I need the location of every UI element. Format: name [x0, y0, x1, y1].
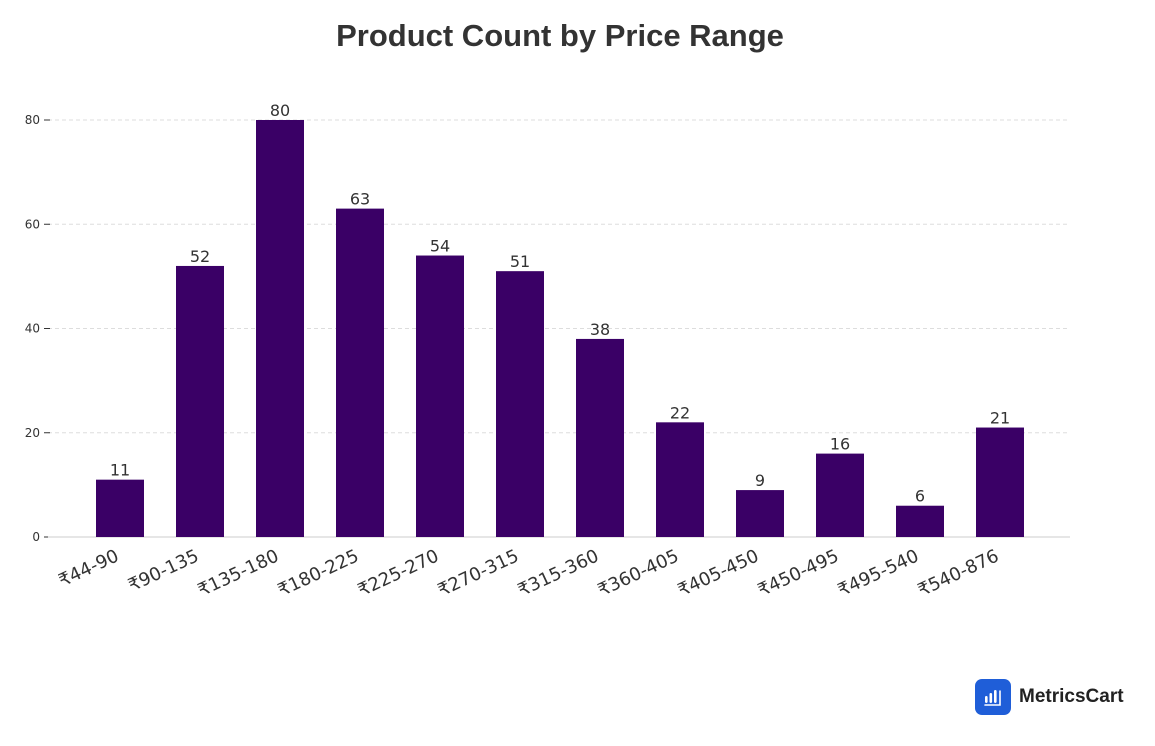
bar [256, 120, 304, 537]
y-tick-label: 20 [25, 426, 40, 440]
x-tick-label: ₹540-876 [915, 545, 1002, 601]
data-label: 51 [510, 252, 530, 271]
x-tick-label: ₹270-315 [435, 545, 522, 601]
x-tick-label: ₹225-270 [355, 545, 442, 601]
bar [896, 505, 944, 537]
y-tick-label: 40 [25, 322, 40, 336]
chart-title: Product Count by Price Range [336, 18, 784, 53]
bar [176, 265, 224, 537]
data-label: 80 [270, 101, 290, 120]
data-label: 11 [110, 461, 130, 480]
data-label: 38 [590, 320, 610, 339]
data-label: 63 [350, 190, 370, 209]
y-tick-label: 80 [25, 113, 40, 127]
x-tick-label: ₹315-360 [515, 545, 602, 601]
y-tick-label: 60 [25, 217, 40, 231]
metricscart-logo: MetricsCart [975, 679, 1124, 715]
x-tick-label: ₹360-405 [595, 545, 682, 601]
bar-chart-logo-icon [975, 679, 1011, 715]
x-tick-label: ₹135-180 [195, 545, 282, 601]
data-label: 16 [830, 435, 850, 454]
bar [576, 338, 624, 537]
logo-text: MetricsCart [1019, 686, 1124, 707]
bar [656, 422, 704, 537]
data-label: 9 [755, 471, 765, 490]
x-tick-label: ₹450-495 [755, 545, 842, 601]
y-tick-label: 0 [32, 530, 40, 544]
x-tick-label: ₹44-90 [55, 545, 122, 591]
bar [336, 208, 384, 538]
data-label: 22 [670, 403, 690, 422]
data-label: 52 [190, 247, 210, 266]
data-label: 6 [915, 487, 925, 506]
x-tick-label: ₹405-450 [675, 545, 762, 601]
bar [496, 271, 544, 537]
bar [736, 490, 784, 537]
bar [976, 427, 1024, 537]
x-tick-label: ₹90-135 [125, 545, 202, 596]
bar [416, 255, 464, 537]
data-label: 21 [990, 409, 1010, 428]
bar [96, 479, 144, 537]
bar [816, 453, 864, 537]
x-tick-label: ₹180-225 [275, 545, 362, 601]
x-tick-label: ₹495-540 [835, 545, 922, 601]
data-label: 54 [430, 237, 450, 256]
